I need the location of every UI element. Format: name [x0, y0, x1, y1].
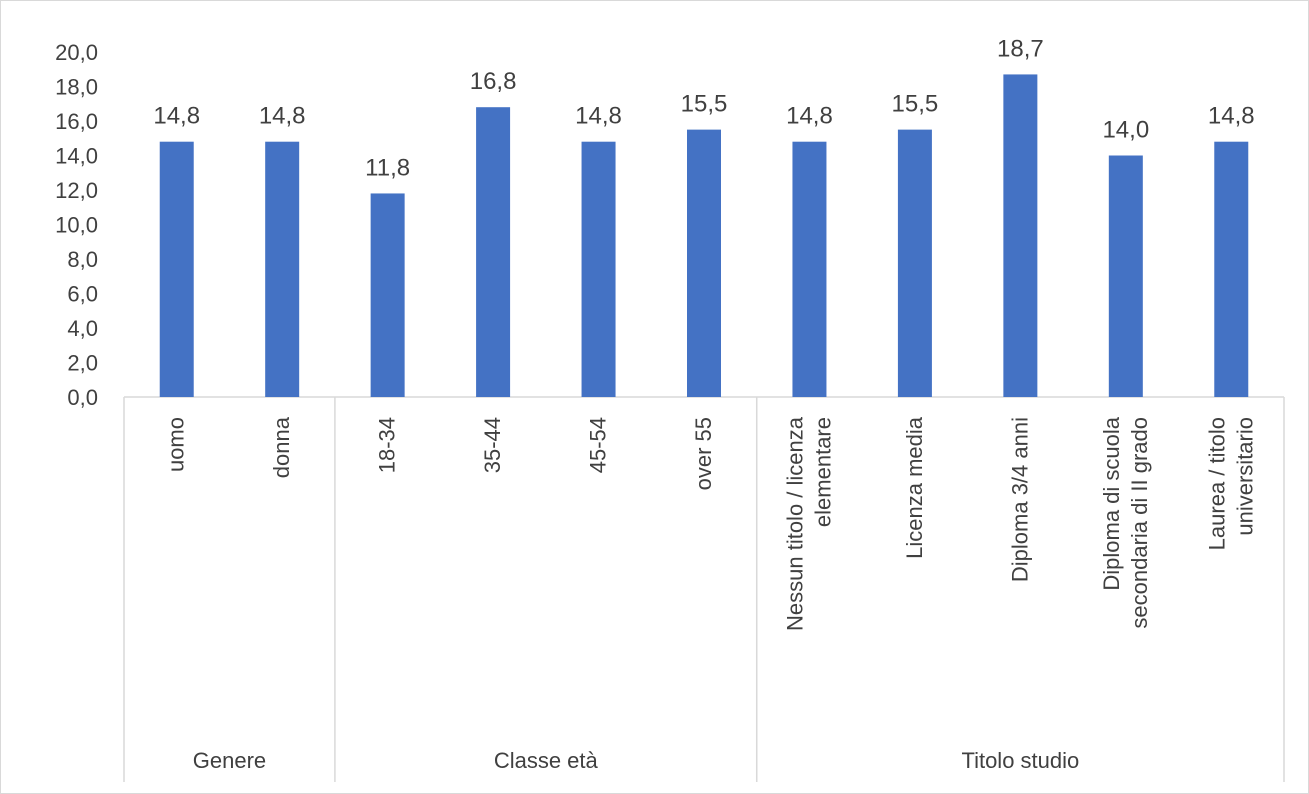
data-label: 14,8: [575, 103, 622, 130]
bar: [687, 129, 721, 397]
y-tick-label: 12,0: [55, 178, 98, 203]
data-label: 14,8: [786, 103, 833, 130]
y-tick-label: 16,0: [55, 109, 98, 134]
y-tick-label: 6,0: [67, 282, 98, 307]
category-label-line: Diploma di scuola: [1099, 416, 1124, 590]
category-label: Diploma 3/4 anni: [1007, 417, 1032, 582]
y-tick-label: 0,0: [67, 385, 98, 410]
category-label-line: uomo: [164, 417, 189, 472]
y-tick-label: 14,0: [55, 144, 98, 169]
y-tick-label: 4,0: [67, 316, 98, 341]
category-label: Laurea / titolo universitario: [1204, 417, 1257, 550]
category-label: Licenza media: [902, 416, 927, 559]
category-label-line: 35-44: [480, 417, 505, 473]
category-label-line: Nessun titolo / licenza: [782, 416, 807, 631]
category-label-line: Licenza media: [902, 416, 927, 559]
data-label: 15,5: [892, 91, 939, 118]
data-label: 14,8: [153, 103, 200, 130]
category-label-line: universitario: [1232, 417, 1257, 536]
category-label-line: secondaria di II grado: [1127, 417, 1152, 629]
bar: [581, 141, 616, 397]
category-label-line: 18-34: [375, 417, 400, 473]
category-label: donna: [269, 416, 294, 478]
data-label: 14,0: [1102, 117, 1149, 144]
y-tick-label: 20,0: [55, 40, 98, 65]
category-label: Nessun titolo / licenza elementare: [782, 416, 835, 631]
group-label: Genere: [193, 748, 266, 773]
data-label: 18,7: [997, 35, 1044, 62]
y-tick-label: 18,0: [55, 75, 98, 100]
category-label: 35-44: [480, 417, 505, 473]
category-label: over 55: [691, 417, 716, 490]
bar: [897, 129, 932, 397]
data-label: 15,5: [681, 91, 728, 118]
data-label: 11,8: [365, 154, 410, 181]
category-label-line: 45-54: [586, 417, 611, 473]
category-label-line: Diploma 3/4 anni: [1007, 417, 1032, 582]
y-tick-label: 8,0: [67, 247, 98, 272]
category-label-line: Laurea / titolo: [1204, 417, 1229, 550]
bar: [476, 107, 511, 397]
category-label-line: over 55: [691, 417, 716, 490]
category-label-line: donna: [269, 416, 294, 478]
category-label: uomo: [164, 417, 189, 472]
bar: [370, 193, 405, 397]
bar: [159, 141, 194, 397]
data-label: 14,8: [1208, 103, 1255, 130]
category-label: Diploma di scuola secondaria di II grado: [1099, 416, 1152, 628]
bar: [265, 141, 300, 397]
bar: [1214, 141, 1249, 397]
y-tick-label: 2,0: [67, 351, 98, 376]
group-label: Classe età: [494, 748, 599, 773]
bar: [1003, 74, 1038, 398]
data-label: 16,8: [470, 68, 517, 95]
category-label: 45-54: [586, 417, 611, 473]
group-label: Titolo studio: [961, 748, 1079, 773]
category-label-line: elementare: [810, 417, 835, 527]
bar: [792, 141, 827, 397]
bar: [1108, 155, 1143, 397]
category-label: 18-34: [375, 417, 400, 473]
data-label: 14,8: [259, 103, 306, 130]
y-tick-label: 10,0: [55, 213, 98, 238]
